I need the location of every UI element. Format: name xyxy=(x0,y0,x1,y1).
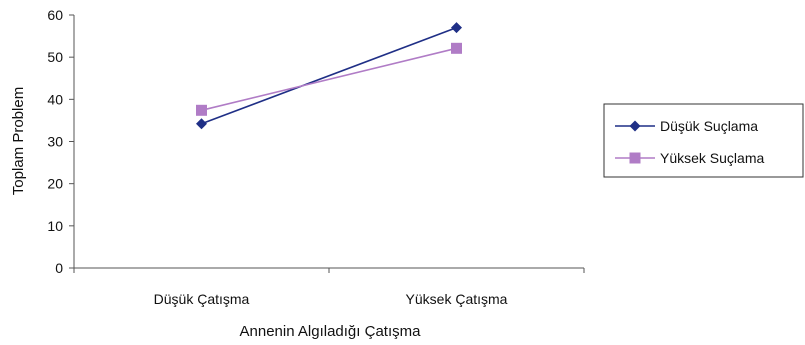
series-line-group xyxy=(201,47,457,112)
y-tick-label: 50 xyxy=(47,49,63,65)
legend-item: Düşük Suçlama xyxy=(615,118,758,134)
y-axis-title: Toplam Problem xyxy=(10,87,27,195)
data-point xyxy=(196,118,207,130)
legend-box xyxy=(603,103,804,178)
data-point xyxy=(451,42,462,54)
y-tick-label: 40 xyxy=(47,91,63,107)
legend-label: Düşük Suçlama xyxy=(660,118,758,134)
plot-series xyxy=(196,22,462,130)
legend-marker xyxy=(629,120,641,132)
y-axis-ticks xyxy=(69,14,74,269)
y-tick-label: 0 xyxy=(55,260,63,276)
legend-item: Yüksek Suçlama xyxy=(615,150,764,166)
legend-marker xyxy=(629,152,641,164)
series-line-group xyxy=(201,26,457,125)
x-axis-tick-labels: Düşük Çatışma Yüksek Çatışma xyxy=(154,291,508,307)
series-markers xyxy=(196,22,462,130)
x-axis-ticks xyxy=(73,268,585,273)
y-axis-tick-labels: 0 10 20 30 40 50 60 xyxy=(47,7,63,276)
y-tick-label: 60 xyxy=(47,7,63,23)
legend: Düşük Suçlama Yüksek Suçlama xyxy=(603,103,804,178)
data-point xyxy=(196,104,207,116)
y-tick-label: 30 xyxy=(47,134,63,150)
x-tick-label: Düşük Çatışma xyxy=(154,291,250,307)
y-tick-label: 10 xyxy=(47,218,63,234)
y-tick-label: 20 xyxy=(47,176,63,192)
series-line xyxy=(201,26,457,125)
x-tick-label: Yüksek Çatışma xyxy=(406,291,508,307)
legend-label: Yüksek Suçlama xyxy=(660,150,764,166)
x-axis-title: Annenin Algıladığı Çatışma xyxy=(240,323,422,340)
series-markers xyxy=(196,42,462,116)
data-point xyxy=(451,22,462,34)
series-line xyxy=(201,47,457,112)
